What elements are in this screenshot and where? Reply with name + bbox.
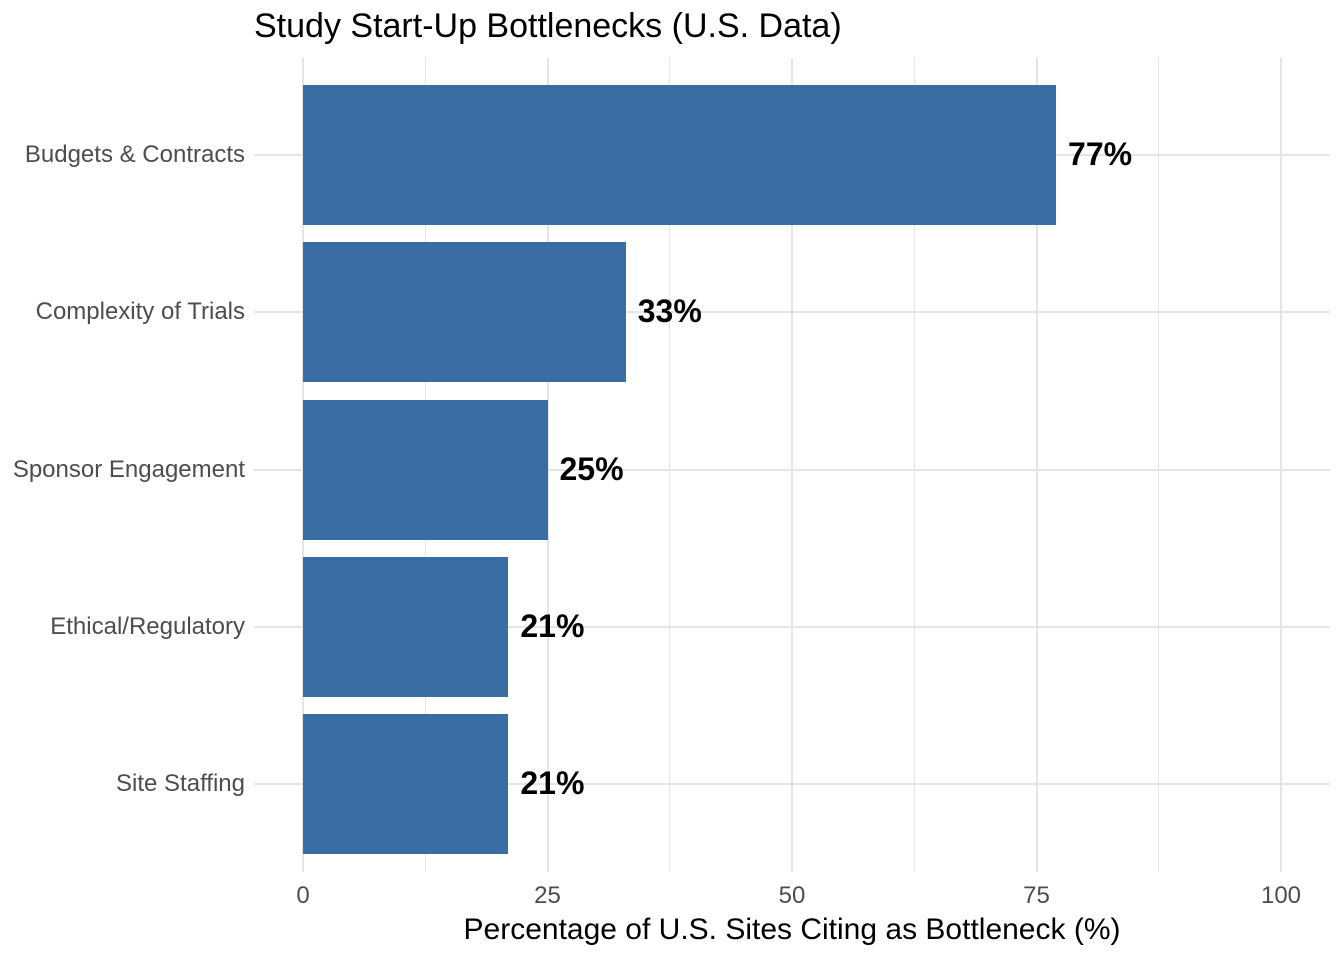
x-tick-label-0: 0 [296,882,310,909]
y-axis-label-budgets-contracts: Budgets & Contracts [24,141,245,168]
gridline-vertical-major [546,58,549,872]
gridline-vertical-minor [669,58,671,872]
y-axis-label-complexity-of-trials: Complexity of Trials [35,298,245,326]
bar-value-label-ethical-regulatory: 21% [520,607,585,644]
bar-site-staffing [303,714,509,854]
gridline-vertical-major [1035,58,1038,872]
bar-value-label-complexity-of-trials: 33% [637,293,702,330]
gridline-vertical-major [1280,58,1282,872]
y-axis-label-site-staffing: Site Staffing [116,770,245,797]
x-tick-label-25: 25 [534,882,561,909]
gridline-vertical-minor [913,58,915,872]
bar-value-label-site-staffing: 21% [520,764,585,801]
chart-title: Study Start-Up Bottlenecks (U.S. Data) [254,7,842,45]
gridline-vertical-minor [1158,58,1160,872]
bar-complexity-of-trials [303,242,626,383]
x-tick-label-75: 75 [1023,882,1050,909]
x-tick-label-50: 50 [778,882,806,909]
y-axis-label-ethical-regulatory: Ethical/Regulatory [50,612,245,640]
x-axis-title: Percentage of U.S. Sites Citing as Bottl… [463,913,1121,946]
bar-sponsor-engagement [303,399,548,540]
bar-ethical-regulatory [303,556,509,697]
y-axis-label-sponsor-engagement: Sponsor Engagement [12,455,245,483]
gridline-vertical-major [791,58,793,872]
bar-budgets-contracts [303,85,1057,225]
x-tick-label-100: 100 [1260,882,1302,909]
bar-value-label-sponsor-engagement: 25% [559,450,624,487]
bar-value-label-budgets-contracts: 77% [1068,135,1133,172]
